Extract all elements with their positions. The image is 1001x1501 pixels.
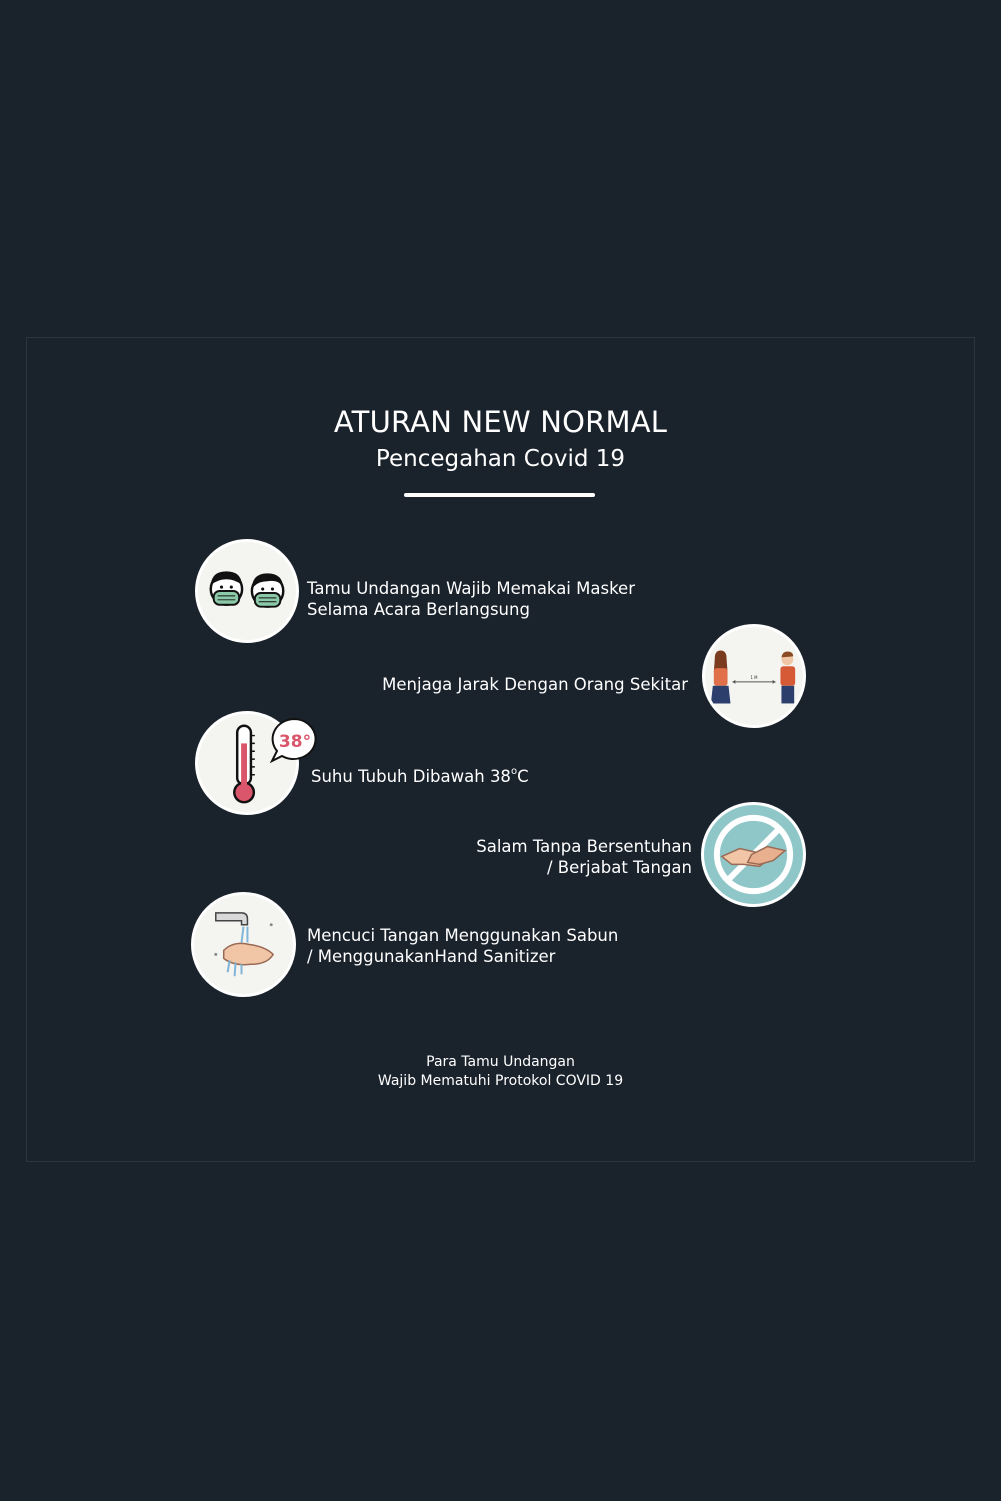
hand-washing-icon: [191, 892, 296, 997]
rule-handshake-line1: Salam Tanpa Bersentuhan: [476, 837, 692, 856]
rule-handshake-text: Salam Tanpa Bersentuhan / Berjabat Tanga…: [476, 836, 692, 878]
distance-label: 1 M: [750, 675, 757, 680]
page-subtitle: Pencegahan Covid 19: [375, 446, 626, 472]
footer-line2: Wajib Mematuhi Protokol COVID 19: [377, 1073, 624, 1089]
rule-handwash-line1: Mencuci Tangan Menggunakan Sabun: [307, 926, 619, 945]
bubble-text: 38°: [279, 732, 311, 752]
rule-temperature-unit: C: [517, 767, 529, 786]
title-divider: [404, 493, 595, 497]
rule-mask-line2: Selama Acara Berlangsung: [307, 600, 530, 619]
rule-handshake-line2: / Berjabat Tangan: [546, 858, 692, 877]
footer-line1: Para Tamu Undangan: [426, 1054, 575, 1070]
rule-mask-line1: Tamu Undangan Wajib Memakai Masker: [307, 579, 635, 598]
no-handshake-icon: [701, 802, 806, 907]
rule-handwash-text: Mencuci Tangan Menggunakan Sabun / Mengg…: [307, 925, 618, 967]
footer-note: Para Tamu Undangan Wajib Mematuhi Protok…: [0, 1053, 1001, 1091]
temperature-bubble: 38°: [268, 717, 320, 764]
social-distance-icon: 1 M: [702, 624, 806, 728]
degree-sign: o: [510, 766, 518, 777]
rule-handwash-line2: / MenggunakanHand Sanitizer: [307, 947, 556, 966]
rule-mask-text: Tamu Undangan Wajib Memakai Masker Selam…: [307, 578, 635, 620]
rule-temperature-text: Suhu Tubuh Dibawah 38oC: [311, 761, 529, 787]
face-mask-icon: [195, 539, 299, 643]
rule-distance-text: Menjaga Jarak Dengan Orang Sekitar: [382, 674, 688, 695]
rule-temperature-before: Suhu Tubuh Dibawah 38: [311, 767, 511, 786]
rule-distance-line1: Menjaga Jarak Dengan Orang Sekitar: [382, 675, 688, 694]
poster-frame: [26, 337, 975, 1162]
page-title: ATURAN NEW NORMAL: [333, 405, 668, 439]
